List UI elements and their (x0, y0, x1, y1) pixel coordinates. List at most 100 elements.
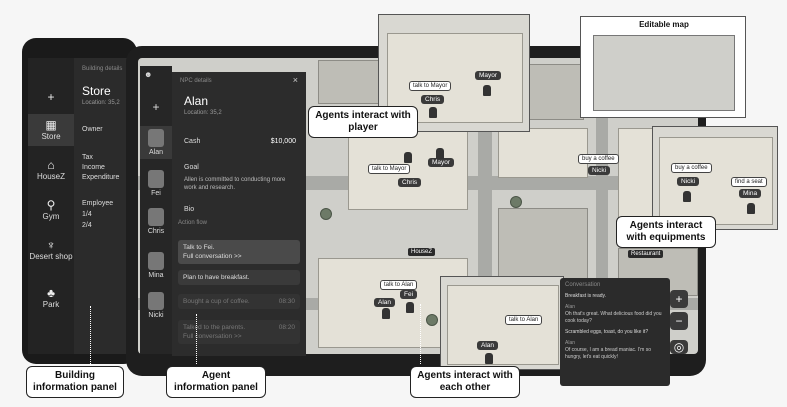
agent-sprite[interactable] (382, 308, 390, 319)
agent-label: Fei (151, 190, 161, 197)
action-time: 08:30 (278, 298, 295, 305)
park-icon: ♣ (47, 286, 55, 300)
agent-item-chris[interactable]: Chris (140, 208, 172, 235)
agent-label: Chris (147, 228, 165, 235)
conversation-speaker: Alan (565, 340, 576, 346)
agent-item-alan[interactable]: Alan (140, 126, 172, 159)
action-item[interactable]: Talked to the parents. 08:20 Full conver… (178, 320, 300, 344)
sidebar-item-park[interactable]: ♣ Park (28, 286, 74, 310)
callout-building-panel: Building information panel (26, 366, 124, 398)
employee-value: 1/4 (82, 211, 92, 218)
action-item[interactable]: Talk to Fei. Full conversation >> (178, 240, 300, 264)
add-building-button[interactable]: + (47, 90, 55, 104)
agent-info-panel: NPC details × Alan Location: 35,2 Cash $… (172, 72, 306, 356)
employee-label: Employee (82, 200, 114, 207)
inset-editable-map: Editable map (580, 16, 746, 118)
panel-hint: Building details (82, 66, 123, 72)
zoom-in-button[interactable]: + (670, 290, 688, 308)
bio-label: Bio (184, 206, 195, 213)
conversation-header: Conversation (565, 282, 601, 288)
sidebar-item-housez[interactable]: ⌂ HouseZ (28, 158, 74, 182)
tree (510, 196, 522, 208)
full-conversation-link[interactable]: Full conversation >> (183, 253, 242, 260)
agent-label: Nicki (148, 312, 164, 319)
speech-bubble: buy a coffee (671, 163, 712, 173)
locate-button[interactable]: ◎ (670, 340, 688, 354)
sidebar-item-label: Desert shop (29, 252, 73, 261)
inset-each-other-interaction: talk to Alan Alan (440, 276, 564, 370)
sidebar-item-desert-shop[interactable]: ♆ Desert shop (28, 238, 74, 262)
agent-sprite[interactable] (436, 148, 444, 159)
agent-item-nicki[interactable]: Nicki (140, 292, 172, 319)
map-thumbnail (593, 35, 735, 111)
conversation-speaker: Alan (565, 304, 576, 310)
goal-text: Allen is committed to conducting more wo… (184, 177, 286, 191)
callout-agent-panel: Agent information panel (166, 366, 266, 398)
sidebar-item-label: Park (42, 300, 60, 309)
zoom-out-button[interactable]: − (670, 312, 688, 330)
agent-nametag[interactable]: Nicki (588, 166, 611, 175)
location-label-housez: HouseZ (408, 248, 436, 256)
agent-nametag[interactable]: Mayor (428, 158, 455, 167)
agent-location: Location: 35,2 (184, 110, 222, 116)
sidebar-item-gym[interactable]: ⚲ Gym (28, 198, 74, 222)
conversation-line: Breakfast is ready. (565, 293, 607, 299)
sidebar-item-label: HouseZ (36, 172, 65, 181)
agent-sprite (429, 107, 437, 118)
callout-text: Agents interact with equipments (626, 220, 706, 243)
agent-item-fei[interactable]: Fei (140, 170, 172, 197)
callout-equipments: Agents interact with equipments (616, 216, 716, 248)
agent-nametag[interactable]: Alan (374, 298, 396, 307)
avatar (148, 208, 164, 226)
building-interior (447, 285, 559, 365)
agent-nametag[interactable]: Chris (398, 178, 422, 187)
add-agent-button[interactable]: + (152, 100, 160, 114)
employee-value: 2/4 (82, 222, 92, 229)
agent-sprite (683, 191, 691, 202)
conversation-line: Oh that's great. What delicious food did… (565, 311, 662, 324)
close-icon[interactable]: × (292, 75, 298, 85)
agent-sprite[interactable] (406, 302, 414, 313)
sidebar-item-label: Store (41, 132, 61, 141)
inset-title: Editable map (639, 20, 689, 29)
agent-nametag[interactable]: Fei (400, 290, 418, 299)
full-conversation-link[interactable]: Full conversation >> (183, 333, 242, 340)
action-text: Plan to have breakfast. (183, 274, 250, 281)
speech-bubble: find a seat (731, 177, 767, 187)
icecream-icon: ♆ (46, 238, 56, 252)
agent-sprite (485, 353, 493, 364)
tree (426, 314, 438, 326)
speech-bubble: talk to Alan (505, 315, 543, 325)
inset-equipment-interaction: buy a coffee find a seat Nicki Mina (652, 126, 778, 230)
gym-icon: ⚲ (46, 198, 56, 212)
panel-header: NPC details (180, 78, 212, 84)
agent-nametag: Nicki (677, 177, 700, 186)
building-title: Store (82, 84, 111, 98)
building (498, 208, 588, 288)
sidebar-item-store[interactable]: ▦ Store (28, 114, 74, 146)
owner-label: Owner (82, 126, 103, 133)
agent-item-mina[interactable]: Mina (140, 252, 172, 279)
action-text: Talked to the parents. (183, 324, 246, 331)
avatar (148, 292, 164, 310)
conversation-panel: Conversation Breakfast is ready. Alan Oh… (560, 278, 670, 386)
agent-nametag: Mina (739, 189, 762, 198)
location-label-restaurant: Restaurant (628, 250, 664, 258)
agent-sprite (483, 85, 491, 96)
agent-sprite (747, 203, 755, 214)
speech-bubble: buy a coffee (578, 154, 619, 164)
callout-text: Agents interact with each other (417, 370, 513, 393)
action-item[interactable]: Bought a cup of coffee. 08:30 (178, 294, 300, 309)
avatar (148, 129, 164, 147)
avatar (148, 252, 164, 270)
action-item[interactable]: Plan to have breakfast. (178, 270, 300, 285)
agent-sprite[interactable] (404, 152, 412, 163)
agent-nametag: Chris (421, 95, 445, 104)
goal-label: Goal (184, 164, 199, 171)
callout-text: Agent information panel (174, 370, 258, 393)
agent-nametag: Alan (477, 341, 499, 350)
sidebar-item-label: Gym (42, 212, 60, 221)
connector-line (196, 314, 197, 364)
speech-bubble: talk to Mayor (368, 164, 411, 174)
